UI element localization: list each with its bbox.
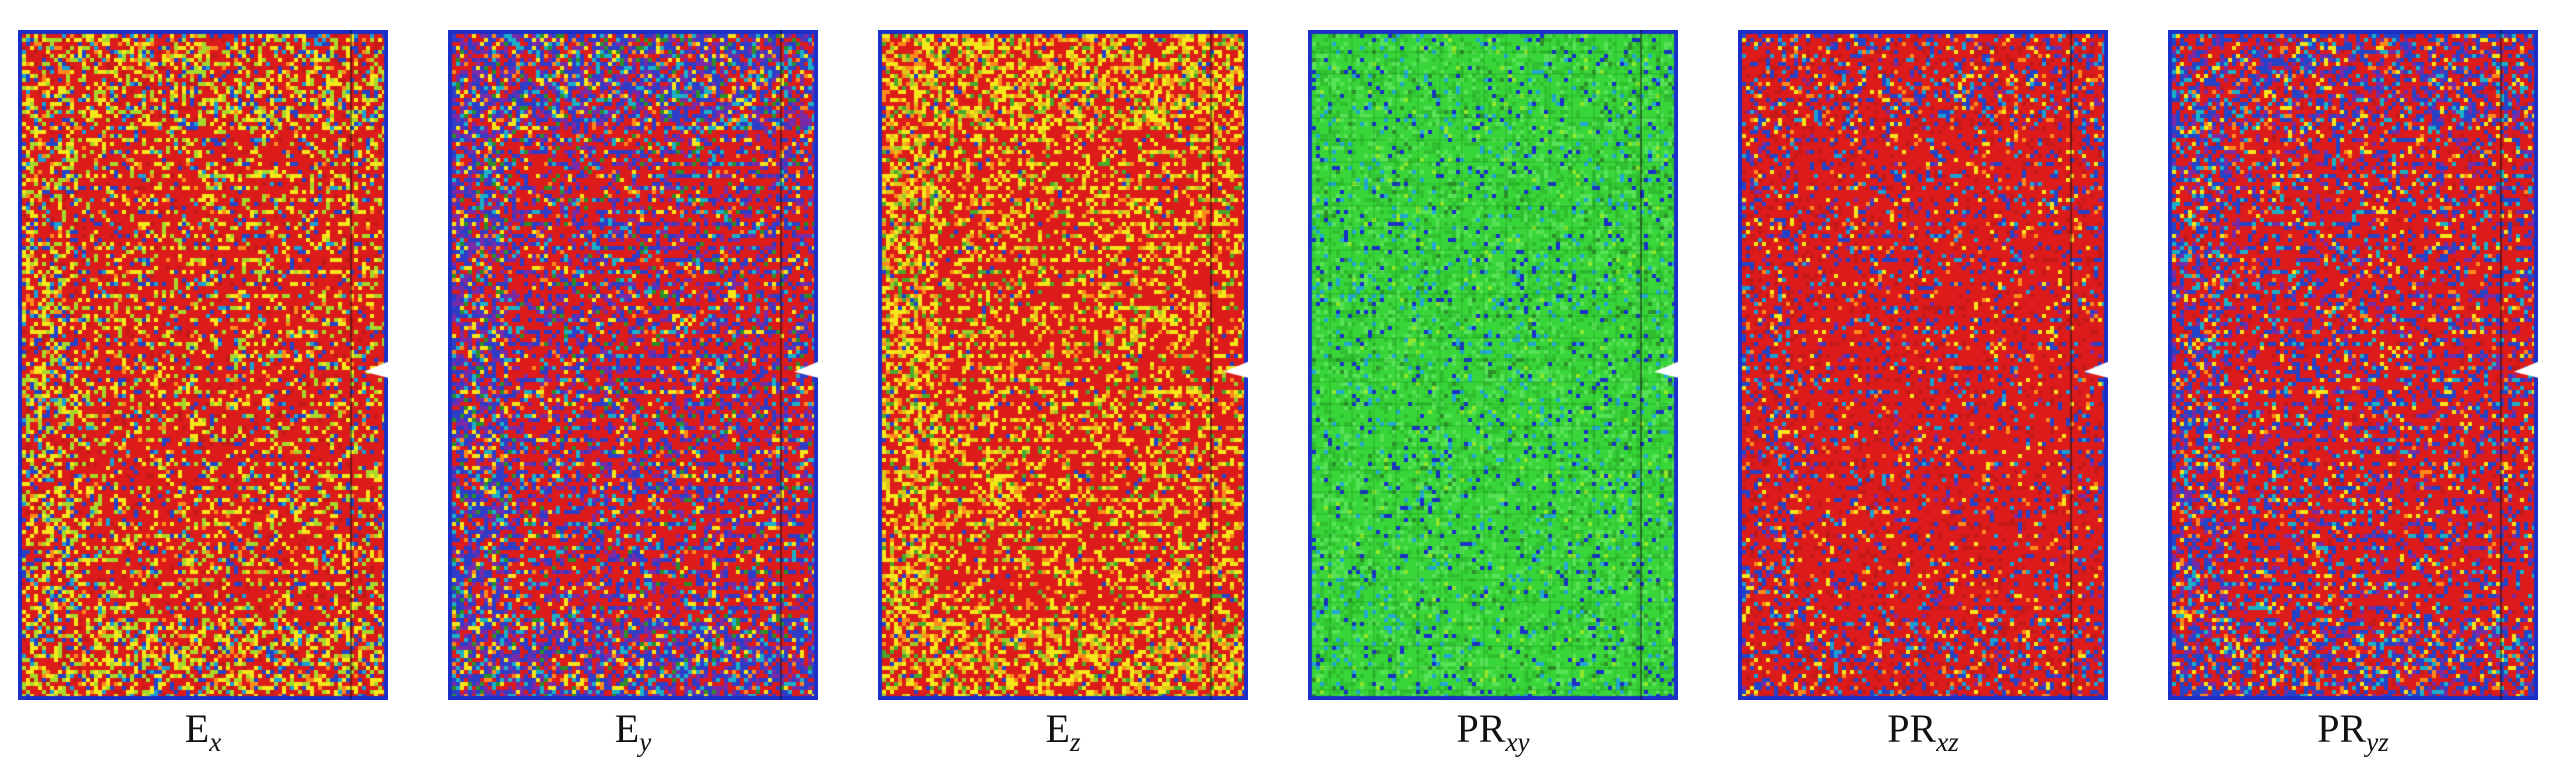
panel-ex: Ex <box>0 0 430 771</box>
panel-prxy: PRxy <box>1290 0 1720 771</box>
panel-prxy-label: PRxy <box>1308 705 1678 757</box>
panel-ey-label-sub: y <box>639 727 652 757</box>
panel-ey-label: Ey <box>448 705 818 757</box>
panel-prxy-label-sub: xy <box>1505 727 1530 757</box>
panel-prxz-label-sub: xz <box>1936 727 1959 757</box>
panel-ex-label: Ex <box>18 705 388 757</box>
panel-prxy-map <box>1308 30 1678 700</box>
panel-ez-map <box>878 30 1248 700</box>
panel-ez-label: Ez <box>878 705 1248 757</box>
panel-ez: Ez <box>860 0 1290 771</box>
panel-prxz-label: PRxz <box>1738 705 2108 757</box>
panel-ex-label-sub: x <box>209 727 222 757</box>
panel-prxz-map <box>1738 30 2108 700</box>
panel-ex-label-main: E <box>184 706 210 751</box>
panel-ey-map <box>448 30 818 700</box>
panel-ez-label-main: E <box>1045 706 1070 751</box>
panel-pryz-label-main: PR <box>2317 706 2367 751</box>
panel-ex-map <box>18 30 388 700</box>
panel-prxz-label-main: PR <box>1887 706 1937 751</box>
panel-prxz: PRxz <box>1720 0 2150 771</box>
panel-ey-label-main: E <box>614 706 640 751</box>
panel-pryz-label: PRyz <box>2168 705 2538 757</box>
panel-ey: Ey <box>430 0 860 771</box>
panel-pryz-label-sub: yz <box>2366 727 2389 757</box>
panel-ez-label-sub: z <box>1069 727 1081 757</box>
panel-prxy-label-main: PR <box>1456 706 1506 751</box>
panel-pryz-map <box>2168 30 2538 700</box>
panel-pryz: PRyz <box>2150 0 2574 771</box>
